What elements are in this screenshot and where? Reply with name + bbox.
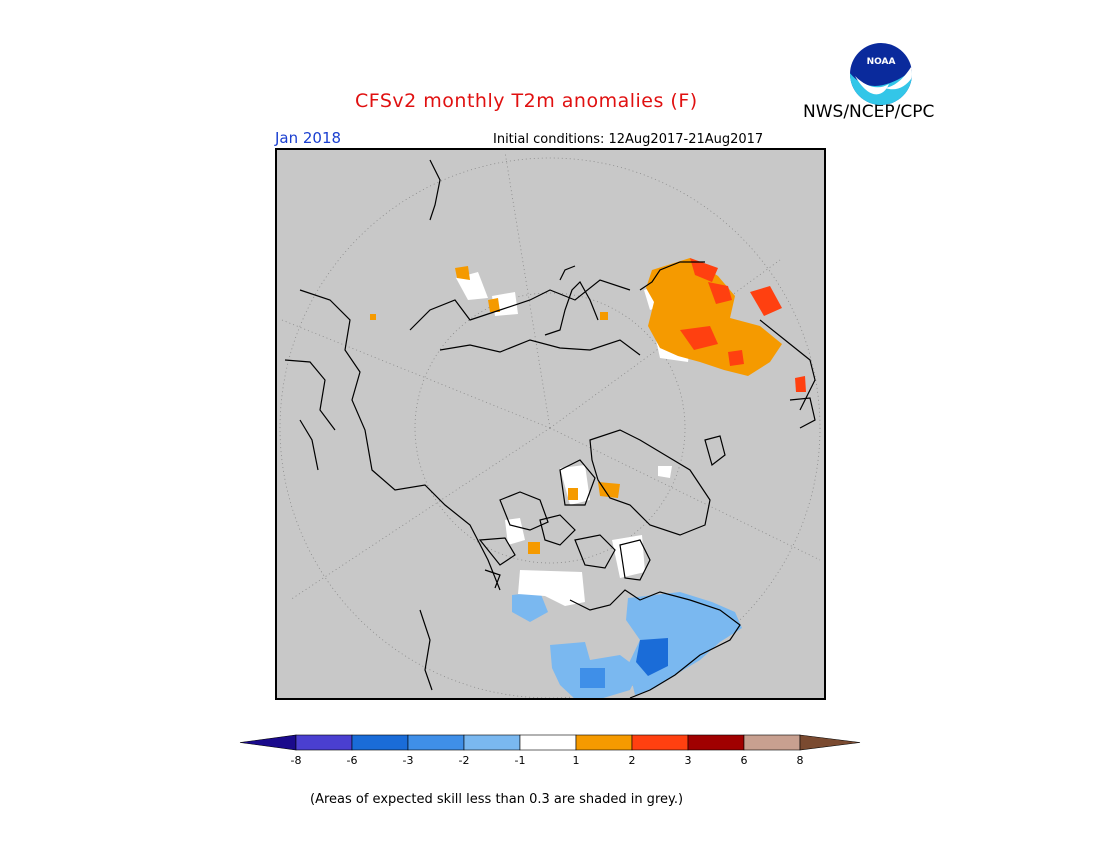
- colorbar-segment: [687, 734, 745, 751]
- colorbar-tick-label: -3: [403, 754, 414, 767]
- colorbar-tick-label: -1: [515, 754, 526, 767]
- coastlines: [284, 159, 816, 699]
- chart-title: CFSv2 monthly T2m anomalies (F): [355, 90, 698, 112]
- initial-conditions-label: Initial conditions: 12Aug2017-21Aug2017: [493, 132, 764, 147]
- map-frame: [275, 148, 826, 700]
- colorbar-tick-label: 2: [629, 754, 636, 767]
- colorbar-tick-label: 3: [685, 754, 692, 767]
- cool-region-core: [636, 638, 668, 676]
- colorbar-tick-label: -8: [291, 754, 302, 767]
- map-background: [276, 149, 825, 699]
- colorbar-tick-label: -2: [459, 754, 470, 767]
- colorbar-segment: [575, 734, 633, 751]
- graticule: [279, 151, 821, 699]
- colorbar-tick-label: 1: [573, 754, 580, 767]
- logo-text: NOAA: [867, 57, 896, 67]
- colorbar-tick-label: 8: [797, 754, 804, 767]
- warm-region-siberia: [646, 258, 782, 376]
- colorbar-segment: [631, 734, 689, 751]
- warm-anomalies: [370, 258, 806, 554]
- colorbar-segment: [295, 734, 353, 751]
- colorbar-arrow-low: [239, 734, 297, 751]
- colorbar-arrow-high: [799, 734, 861, 751]
- agency-label: NWS/NCEP/CPC: [803, 102, 935, 122]
- valid-month-label: Jan 2018: [275, 129, 342, 147]
- colorbar-tick-label: 6: [741, 754, 748, 767]
- skill-footnote: (Areas of expected skill less than 0.3 a…: [310, 792, 684, 807]
- colorbar-segment: [743, 734, 801, 751]
- colorbar-segment: [463, 734, 521, 751]
- cool-region-alaska: [512, 592, 548, 622]
- colorbar-segment: [407, 734, 465, 751]
- colorbar-segment: [351, 734, 409, 751]
- colorbar-segment: [519, 734, 577, 751]
- cool-anomalies: [512, 592, 742, 699]
- logo-bird: [855, 76, 889, 95]
- colorbar-tick-label: -6: [347, 754, 358, 767]
- noaa-logo: NOAA: [850, 43, 912, 105]
